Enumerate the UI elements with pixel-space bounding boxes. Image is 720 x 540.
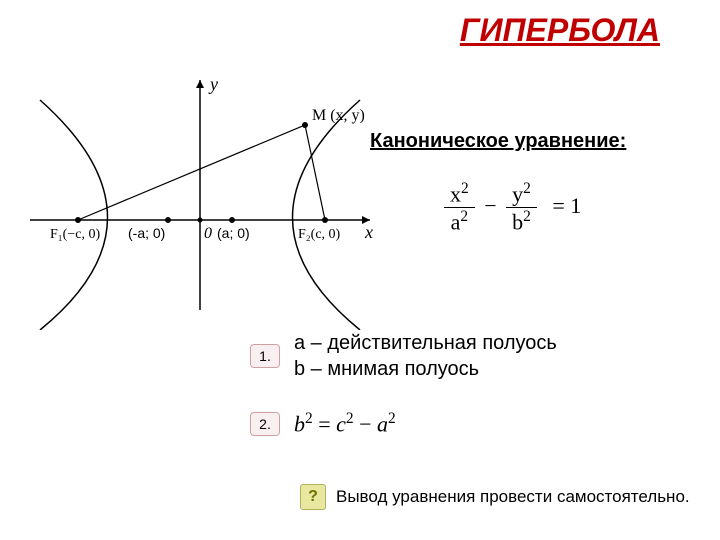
relation-equation: b2 = c2 − a2 — [294, 410, 396, 437]
footer-note: ? Вывод уравнения провести самостоятельн… — [300, 484, 690, 510]
right-vertex-label: (а; 0) — [217, 225, 250, 241]
list-item-2: 2. b2 = c2 − a2 — [250, 410, 396, 437]
f2-label: F₂(c, 0) — [298, 227, 341, 242]
canonical-equation: x2 a2 − y2 b2 = 1 — [440, 180, 581, 236]
left-vertex-label: (-а; 0) — [128, 225, 165, 241]
y-axis-label: y — [208, 74, 218, 94]
footer-text: Вывод уравнения провести самостоятельно. — [336, 487, 690, 507]
list-item-1: 1. а – действительная полуось b – мнимая… — [250, 330, 557, 382]
origin-label: 0 — [204, 225, 212, 242]
x-axis-label: x — [364, 222, 373, 242]
list-number-2: 2. — [250, 412, 280, 436]
canonical-eq-heading: Каноническое уравнение: — [370, 130, 626, 153]
page-title: ГИПЕРБОЛА — [460, 12, 660, 49]
hyperbola-diagram: y x 0 M (x, y) F₁(−c, 0) F₂(c, 0) (-а; 0… — [20, 70, 380, 330]
list-text-1: а – действительная полуось b – мнимая по… — [294, 330, 557, 382]
f1-label: F₁(−c, 0) — [50, 227, 100, 242]
help-icon: ? — [300, 484, 326, 510]
list-number-1: 1. — [250, 344, 280, 368]
point-m-label: M (x, y) — [312, 107, 365, 124]
